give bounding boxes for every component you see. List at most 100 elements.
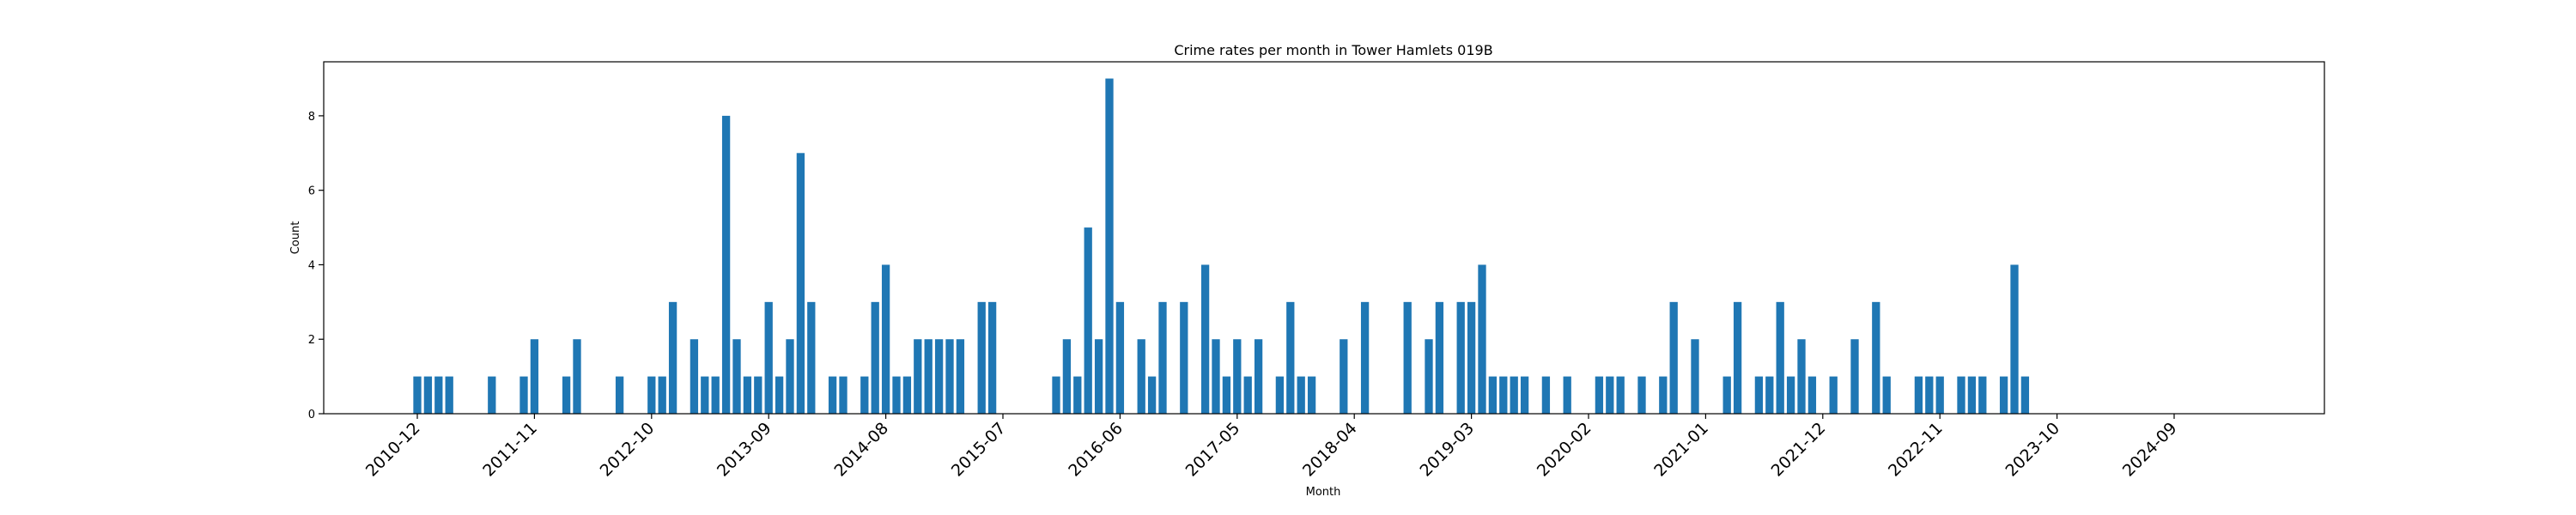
bar-2022-10 — [1925, 376, 1934, 414]
bar-2020-03 — [1595, 376, 1604, 414]
y-axis-label: Count — [289, 221, 302, 255]
y-axis: 0 2 4 6 8 — [308, 111, 324, 421]
bar-2019-12 — [1563, 376, 1571, 414]
bar-2017-02 — [1200, 264, 1210, 414]
bar-2016-02 — [1073, 376, 1082, 414]
bar-2017-07 — [1254, 339, 1263, 414]
y-tick-label: 0 — [308, 409, 315, 421]
y-tick-label: 8 — [308, 111, 315, 124]
bar-2014-12 — [924, 339, 933, 414]
bar-2013-04 — [711, 376, 720, 414]
bar-2013-08 — [754, 376, 762, 414]
bar-2013-09 — [764, 301, 773, 414]
bar-2017-06 — [1243, 376, 1252, 414]
bar-2019-08 — [1520, 376, 1529, 414]
bar-2015-05 — [977, 301, 986, 414]
bar-2016-08 — [1137, 339, 1145, 414]
bar-2016-04 — [1094, 339, 1103, 414]
bar-2016-10 — [1158, 301, 1167, 414]
bar-2014-06 — [860, 376, 869, 414]
y-tick-label: 6 — [308, 185, 315, 198]
bar-2022-03 — [1850, 339, 1859, 414]
bar-2022-06 — [1882, 376, 1891, 414]
bar-2019-02 — [1456, 301, 1465, 414]
bar-2015-12 — [1052, 376, 1060, 414]
bar-2013-06 — [732, 339, 741, 414]
bar-2020-05 — [1616, 376, 1625, 414]
bar-2018-12 — [1435, 301, 1444, 414]
bar-2020-12 — [1691, 339, 1699, 414]
bar-2019-07 — [1510, 376, 1518, 414]
bar-2011-03 — [445, 376, 453, 414]
bar-2014-07 — [871, 301, 879, 414]
bar-2015-01 — [934, 339, 944, 414]
bar-2021-04 — [1733, 301, 1742, 414]
bar-2018-03 — [1340, 339, 1348, 414]
bar-2021-06 — [1754, 376, 1764, 414]
bar-2011-07 — [488, 376, 496, 414]
bar-2017-05 — [1233, 339, 1242, 414]
bar-2016-03 — [1084, 227, 1092, 414]
bar-2013-05 — [721, 115, 731, 414]
bar-2021-11 — [1807, 376, 1817, 414]
bar-2011-02 — [434, 376, 443, 414]
bar-2015-02 — [945, 339, 954, 414]
bar-2021-10 — [1797, 339, 1806, 414]
bar-2022-01 — [1829, 376, 1838, 414]
bar-2012-02 — [562, 376, 571, 414]
bar-2023-01 — [1957, 376, 1965, 414]
bar-2018-11 — [1425, 339, 1433, 414]
bar-2014-08 — [881, 264, 890, 414]
bar-2013-12 — [796, 153, 805, 415]
bar-2013-02 — [690, 339, 699, 414]
bar-2021-03 — [1722, 376, 1731, 414]
bar-2012-03 — [573, 339, 581, 414]
bar-2021-09 — [1786, 376, 1795, 414]
bars-group — [413, 78, 2030, 415]
bar-2016-09 — [1147, 376, 1157, 414]
y-tick-label: 4 — [308, 259, 315, 272]
bar-2017-03 — [1212, 339, 1220, 414]
bar-2014-04 — [839, 376, 848, 414]
y-tick-label: 2 — [308, 334, 315, 347]
bar-2014-11 — [914, 339, 922, 414]
bar-2023-07 — [2020, 376, 2030, 414]
bar-2019-04 — [1478, 264, 1486, 414]
bar-2013-03 — [701, 376, 709, 414]
bar-2017-04 — [1222, 376, 1231, 414]
bar-2020-07 — [1637, 376, 1646, 414]
plot-area-frame — [323, 61, 2325, 415]
bar-2022-09 — [1914, 376, 1923, 414]
bar-2015-03 — [956, 339, 965, 414]
bar-2020-09 — [1659, 376, 1668, 414]
bar-2023-02 — [1967, 376, 1977, 414]
bar-2019-05 — [1488, 376, 1498, 414]
bar-2013-11 — [786, 339, 794, 414]
bar-2020-04 — [1606, 376, 1614, 414]
bar-2011-10 — [519, 376, 528, 414]
bar-2017-10 — [1286, 301, 1295, 414]
bar-2018-09 — [1403, 301, 1412, 414]
bar-2012-11 — [658, 376, 666, 414]
bar-2017-12 — [1307, 376, 1316, 414]
bar-2014-03 — [828, 376, 837, 414]
bar-2015-06 — [987, 301, 997, 414]
bar-2022-05 — [1872, 301, 1880, 414]
bar-2019-10 — [1541, 376, 1551, 414]
bar-2012-10 — [647, 376, 656, 414]
bar-2016-01 — [1062, 339, 1072, 414]
bar-2023-06 — [2010, 264, 2019, 414]
bar-2019-06 — [1499, 376, 1508, 414]
bar-2019-03 — [1467, 301, 1476, 414]
bar-2016-06 — [1115, 301, 1125, 414]
bar-2012-07 — [615, 376, 624, 414]
bar-2013-07 — [743, 376, 752, 414]
bar-2023-05 — [1999, 376, 2008, 414]
bar-2012-12 — [668, 301, 677, 414]
bar-2016-05 — [1105, 78, 1114, 415]
bar-2014-09 — [892, 376, 901, 414]
bar-2017-09 — [1275, 376, 1285, 414]
bar-2018-05 — [1360, 301, 1370, 414]
bar-2011-01 — [423, 376, 433, 414]
